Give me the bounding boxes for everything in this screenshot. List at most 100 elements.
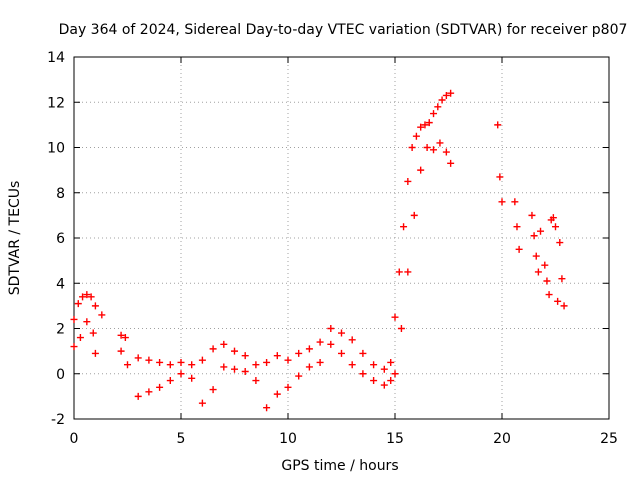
y-tick-label: 4 (56, 276, 65, 292)
y-tick-label: 6 (56, 231, 65, 247)
data-point (327, 340, 335, 348)
data-point (442, 91, 450, 99)
data-point (117, 347, 125, 355)
data-point (188, 361, 196, 369)
data-point (430, 146, 438, 154)
data-point (515, 245, 523, 253)
data-point (188, 374, 196, 382)
data-point (534, 268, 542, 276)
data-point (447, 89, 455, 97)
data-point (338, 329, 345, 337)
data-point (87, 293, 95, 301)
data-point (156, 358, 164, 366)
data-point (305, 345, 313, 353)
data-point (295, 372, 303, 380)
y-tick-label: 10 (47, 141, 65, 157)
data-point (209, 345, 217, 353)
data-point (124, 361, 131, 369)
data-point (391, 313, 399, 321)
data-point (284, 356, 292, 364)
data-point (494, 121, 502, 129)
y-axis-label: SDTVAR / TECUs (7, 181, 23, 296)
data-point (305, 363, 313, 371)
tick-labels: 0 5 10 15 20 25 -2 0 2 4 6 8 10 12 14 (47, 50, 618, 447)
data-point (417, 166, 425, 174)
data-point (532, 252, 540, 260)
chart-title: Day 364 of 2024, Sidereal Day-to-day VTE… (59, 22, 628, 38)
grid-lines (74, 57, 609, 419)
data-point (156, 383, 164, 391)
data-point (554, 297, 562, 305)
data-point (83, 318, 91, 326)
data-point (438, 96, 446, 104)
data-point (387, 358, 395, 366)
y-tick-label: 8 (56, 186, 65, 202)
data-point (442, 148, 450, 156)
data-point (513, 223, 521, 231)
data-point (117, 331, 125, 339)
data-point (380, 381, 388, 389)
data-point (145, 356, 153, 364)
data-point (558, 275, 566, 283)
data-point (166, 361, 174, 369)
data-point (423, 144, 431, 151)
data-point (241, 367, 249, 375)
data-point (436, 139, 444, 147)
data-point (338, 349, 345, 357)
data-point (177, 358, 185, 366)
x-tick-label: 5 (177, 431, 186, 447)
data-point (395, 268, 403, 276)
data-point (410, 211, 418, 219)
data-point (263, 358, 271, 366)
data-point (91, 302, 99, 310)
data-point (404, 177, 412, 185)
data-point (387, 377, 395, 385)
data-point (70, 343, 78, 351)
x-tick-label: 0 (70, 431, 79, 447)
data-point (348, 336, 356, 344)
x-axis-label: GPS time / hours (281, 458, 398, 474)
data-point (74, 300, 82, 308)
y-tick-label: -2 (51, 412, 65, 428)
y-tick-label: 12 (47, 95, 65, 111)
series-late-segment (494, 121, 568, 310)
data-point (537, 227, 545, 235)
data-point (391, 370, 399, 378)
data-point (83, 291, 91, 299)
data-point (543, 277, 551, 285)
data-point (549, 214, 557, 222)
data-point (380, 365, 388, 373)
data-point (252, 361, 260, 369)
data-point (370, 377, 378, 385)
x-tick-label: 25 (600, 431, 618, 447)
series-upper-track (70, 89, 455, 373)
data-point (404, 268, 412, 276)
data-point (134, 354, 142, 362)
data-point (198, 399, 206, 407)
data-point (89, 329, 97, 337)
y-tick-label: 0 (56, 367, 65, 383)
data-point (359, 349, 367, 357)
data-point (76, 334, 84, 342)
data-point (397, 325, 405, 332)
data-points (70, 89, 568, 412)
data-point (370, 361, 378, 369)
data-point (241, 352, 249, 360)
data-point (316, 338, 324, 346)
plot-frame (73, 56, 610, 420)
data-point (447, 159, 455, 167)
data-point (295, 349, 303, 357)
data-point (198, 356, 206, 364)
y-tick-label: 2 (56, 322, 65, 338)
data-point (177, 370, 185, 378)
data-point (511, 198, 519, 206)
data-point (530, 232, 538, 240)
data-point (121, 334, 129, 342)
data-point (528, 211, 536, 219)
data-point (421, 121, 429, 129)
data-point (166, 377, 174, 385)
data-point (400, 223, 408, 231)
x-tick-label: 10 (279, 431, 297, 447)
data-point (316, 358, 324, 366)
data-point (498, 198, 506, 206)
